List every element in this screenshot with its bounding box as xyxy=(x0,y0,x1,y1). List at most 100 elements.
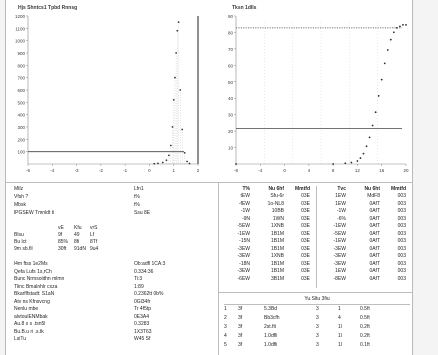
y-tick-label: 600 xyxy=(17,88,25,93)
table-cell: 1B1M xyxy=(270,245,284,252)
grid-cell: 30ft xyxy=(58,246,67,252)
table-row: 1EW 0AfT 003 xyxy=(320,201,410,209)
table-cell: -9N xyxy=(241,215,250,222)
table-cell: -fEW xyxy=(238,200,250,207)
table-row: -18N 1B1M 03E xyxy=(224,261,314,269)
table-cell: 3 xyxy=(316,324,319,330)
kv-label: Atv ns Kfnsvcng xyxy=(14,298,50,305)
table-cell: 003 xyxy=(397,215,406,222)
summary-kv: l4m ftss 1e2Ms Ob:adfl 1CA:3 Qefa Lufs 1s,… xyxy=(14,261,214,344)
table-row: -fEW 1o-NL8 03E xyxy=(224,201,314,209)
kv-value: 0.2362tt 0b% xyxy=(134,291,164,297)
table-cell: 03E xyxy=(301,208,310,214)
stats-table-right: Tvc Nu 6ht Mmtfd 1EW MdF8 003 1EW 0AfT 003 -1W 0Af… xyxy=(320,186,410,283)
table-row: -1W 0AfT 003 xyxy=(320,208,410,216)
table-cell: 03E xyxy=(301,193,310,199)
line-point xyxy=(365,145,368,148)
table-cell: 1EW xyxy=(335,193,346,199)
line-point xyxy=(405,23,407,26)
x-tick-label: -3 xyxy=(75,168,79,173)
table-cell: 3 xyxy=(224,324,227,330)
x-tick-label: 20 xyxy=(403,168,409,173)
grid-header: vE Kfu vrS xyxy=(14,225,214,232)
kv-value: 0.3283 xyxy=(134,321,150,327)
table-row: -8EW 0AfT 003 xyxy=(320,276,410,284)
table-cell: 1l xyxy=(338,342,342,348)
kv-row: LsiTu W45 Sf xyxy=(14,336,214,344)
y-tick-label: 300 xyxy=(17,125,25,130)
table-cell: 0AfT xyxy=(369,268,380,274)
table-cell: -1EW xyxy=(237,230,251,237)
table-cell: 1EW xyxy=(335,268,346,274)
table-cell: 0.5ft xyxy=(360,315,370,321)
table-cell: 3f xyxy=(238,315,243,321)
table-row: -3EW 0AfT 003 xyxy=(320,246,410,254)
table-cell: 3 xyxy=(316,342,319,348)
table-cell: 03E xyxy=(301,200,310,207)
table-cell: -1EW xyxy=(333,238,347,244)
table-cell: 0AfT xyxy=(369,200,380,207)
table-cell: 003 xyxy=(397,253,406,259)
y-tick-label: 40 xyxy=(228,96,234,101)
kv-value: Ti:3 xyxy=(134,276,143,282)
table-cell: 03E xyxy=(301,253,310,259)
grid-cell: 8fi xyxy=(74,239,80,245)
table-cell: 4 xyxy=(338,315,341,321)
line-point xyxy=(402,23,404,26)
table-cell: 03E xyxy=(301,230,310,237)
line-point xyxy=(383,62,386,65)
table-cell: 0AfT xyxy=(369,223,380,229)
kv-value: 0Gl34fr xyxy=(134,298,151,305)
table-cell: -1W xyxy=(336,208,346,214)
line-point xyxy=(368,136,371,139)
table-cell: 1.0dfli xyxy=(264,342,278,348)
kv-row: Bu.B.u ri .s.tk 1X3T63 xyxy=(14,329,214,337)
table-row: tEW Sfu-6r 03E xyxy=(224,193,314,201)
table-header-cell: Mmtfd xyxy=(295,186,310,192)
stats-table: T% Nu 6hf Mmtfd tEW Sfu-6r 03E -fEW 1o-NL8 03E -1… xyxy=(224,186,410,290)
table-cell: 0AfT xyxy=(369,245,380,252)
table-header: T% Nu 6hf Mmtfd xyxy=(224,186,314,193)
grid-row: 9m sb.fil 30ft 91dN 9u4 xyxy=(14,246,214,253)
stats-table-left: T% Nu 6hf Mmtfd tEW Sfu-6r 03E -fEW 1o-NL8 03E -1… xyxy=(224,186,314,283)
table-cell: 03E xyxy=(301,215,310,222)
line-point xyxy=(377,95,380,97)
y-tick-label: 800 xyxy=(17,63,25,68)
y-tick-label: 20 xyxy=(228,129,234,134)
table-row: 5 3f 1.0dfli 3 1l 0.1ft xyxy=(224,342,410,351)
table-cell: 3f xyxy=(238,333,243,339)
histogram-chart: Hjs Shntcs1 Tpbd Rnnsg 12001100100090080… xyxy=(15,5,200,173)
x-tick-label: -4 xyxy=(258,168,262,173)
table-cell: 0AfT xyxy=(369,208,380,214)
line-point xyxy=(359,157,362,159)
x-tick-label: -4 xyxy=(50,168,54,173)
table-row: -3EW 0AfT 003 xyxy=(320,253,410,261)
line-point xyxy=(235,163,237,165)
x-tick-label: 1 xyxy=(172,168,175,173)
grid-row-label: Bu lct xyxy=(14,239,27,245)
table-cell: 03E xyxy=(301,260,310,267)
table-cell: 003 xyxy=(397,230,406,237)
grid-row: Bu lct 85% 8fi 8Tf xyxy=(14,239,214,246)
table-cell: 03E xyxy=(301,238,310,244)
kv-row: Nenlu mbe Tr 4f5tp xyxy=(14,306,214,314)
table-row: -1EW 1B1M 03E xyxy=(224,231,314,239)
table-header-cell: T% xyxy=(242,186,251,192)
table-row: -9N 1WN 03E xyxy=(224,216,314,224)
vertical-scrollbar-track[interactable] xyxy=(416,0,438,355)
table-cell: 3 xyxy=(316,333,319,339)
y-tick-label: 70 xyxy=(228,47,234,52)
table-row: -1EW 0AfT 003 xyxy=(320,238,410,246)
column-divider xyxy=(218,182,219,355)
summary-grid: vE Kfu vrS Blsu 9f 49 Lf Bu lct 85% 8fi 8Tf 9m sb.f… xyxy=(14,225,214,253)
summary-rows: Mtlz Lfn1 Vfsh ? t% Mbsk t% lPGSEW Tmnldt ti Ss… xyxy=(14,186,214,218)
table-cell: -5EW xyxy=(237,223,251,229)
kv-row: Bunc Nrmsoiithn mlmn Ti:3 xyxy=(14,276,214,284)
x-tick-label: -2 xyxy=(99,168,103,173)
table-cell: 1WN xyxy=(272,215,284,222)
kv-label: Tlinc Bmalnhlr cxza xyxy=(14,283,58,290)
table-cell: 10BB xyxy=(271,208,284,214)
table-cell: -3EW xyxy=(237,253,251,259)
summary-label: Mtlz xyxy=(14,186,24,192)
table-cell: 0.2ft xyxy=(360,324,370,330)
